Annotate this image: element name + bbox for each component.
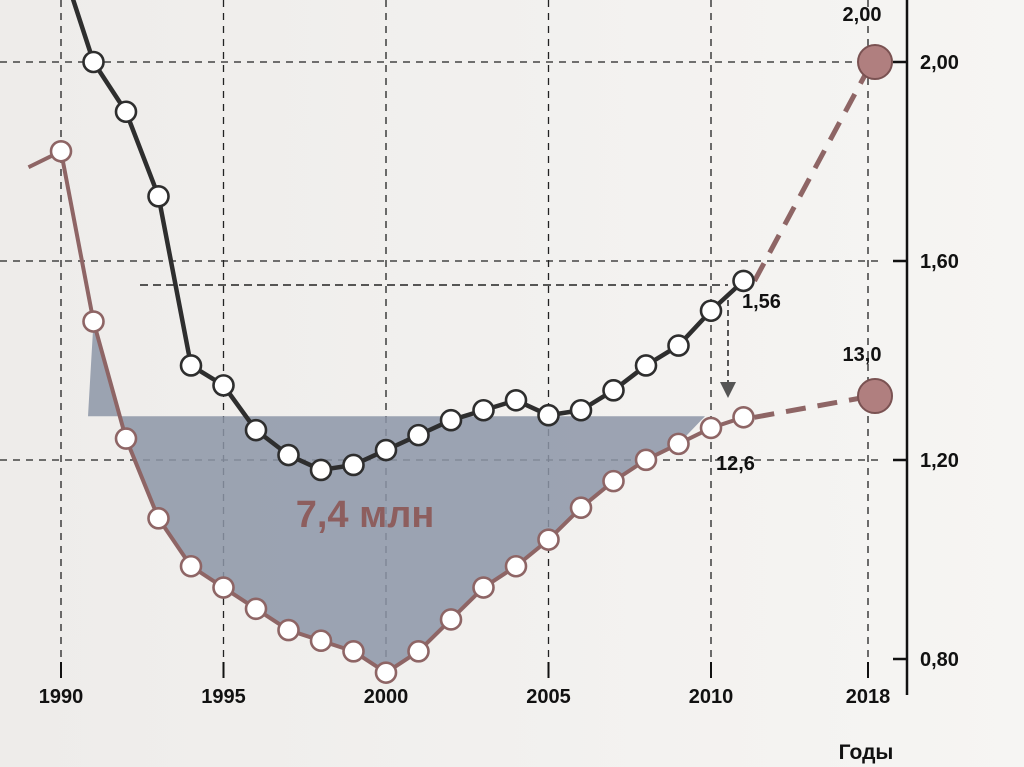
point-s1-1991: [82, 310, 105, 333]
point-s0-2010: [699, 299, 723, 323]
shaded-area: [88, 321, 705, 673]
point-s1-1990: [49, 139, 73, 163]
point-s0-1999: [342, 453, 365, 477]
point-s1-2005: [537, 528, 560, 551]
y-tick-label-1,20: 1,20: [920, 450, 959, 472]
projection-target-1: [857, 378, 893, 414]
x-axis-title: Годы: [839, 741, 894, 764]
lower-end-label: 12,6: [716, 453, 755, 475]
point-s1-2008: [634, 448, 658, 472]
point-s0-2009: [667, 334, 690, 357]
upper-end-label: 1,56: [742, 291, 781, 313]
point-s0-1995: [212, 374, 235, 397]
point-s1-2009: [667, 432, 690, 456]
point-s0-1996: [244, 418, 268, 442]
point-s1-2011: [732, 405, 755, 429]
point-s1-1997: [277, 618, 300, 642]
point-s0-2006: [569, 398, 593, 422]
projection-line-1: [754, 393, 873, 420]
point-s1-2001: [407, 640, 430, 663]
point-s1-2007: [602, 469, 625, 493]
point-s1-2006: [569, 496, 593, 520]
point-s1-1993: [147, 507, 170, 530]
point-s1-1996: [244, 597, 268, 621]
point-s1-2004: [504, 554, 528, 578]
point-s1-1992: [114, 427, 138, 450]
projection-line-0: [752, 60, 875, 283]
y-tick-label-2,00: 2,00: [920, 52, 959, 74]
point-s0-1991: [82, 50, 105, 74]
point-s1-1999: [342, 640, 365, 663]
series-points: [49, 50, 755, 684]
y-axis: 2,00 1,60 1,20 0,80: [893, 0, 959, 695]
point-s0-2002: [439, 408, 463, 432]
point-s0-1992: [114, 100, 138, 124]
point-s1-2003: [472, 576, 495, 599]
y-tick-label-0,80: 0,80: [920, 649, 959, 671]
y-tick-label-1,60: 1,60: [920, 251, 959, 273]
x-tick-label-2010: 2010: [689, 686, 734, 708]
point-s0-2000: [374, 438, 398, 462]
point-s0-2008: [634, 354, 658, 377]
point-s0-1998: [309, 458, 333, 482]
labels: 7,4 млн 1,56 12,6 2,00 13,0 Годы: [296, 4, 894, 764]
x-tick-label-2018: 2018: [846, 686, 891, 708]
x-tick-label-1990: 1990: [39, 686, 84, 708]
point-s1-1995: [212, 576, 235, 599]
point-s0-2001: [407, 423, 430, 447]
x-tick-label-2000: 2000: [364, 686, 409, 708]
point-s1-2010: [699, 416, 723, 440]
deficit-area: [88, 321, 705, 673]
projection-lines: [752, 44, 893, 420]
x-tick-label-1995: 1995: [201, 686, 246, 708]
point-s0-2003: [472, 398, 495, 422]
point-s1-1998: [309, 629, 333, 653]
projection-target-0: [857, 44, 893, 80]
point-s0-2007: [602, 379, 625, 402]
point-s0-1993: [147, 185, 170, 208]
area-label: 7,4 млн: [296, 494, 435, 536]
point-s0-1994: [179, 354, 203, 377]
point-s0-2004: [504, 388, 528, 412]
point-s0-2011: [732, 269, 755, 293]
series-line-0: [70, 0, 746, 473]
point-s1-2000: [374, 661, 398, 684]
point-s0-2005: [537, 403, 560, 427]
point-s1-1994: [179, 554, 203, 578]
upper-target-label: 2,00: [843, 4, 882, 26]
point-s1-2002: [439, 608, 463, 631]
lower-target-label: 13,0: [843, 344, 882, 366]
reference-arrow-head: [720, 382, 736, 398]
x-tick-label-2005: 2005: [526, 686, 571, 708]
point-s0-1997: [277, 443, 300, 467]
